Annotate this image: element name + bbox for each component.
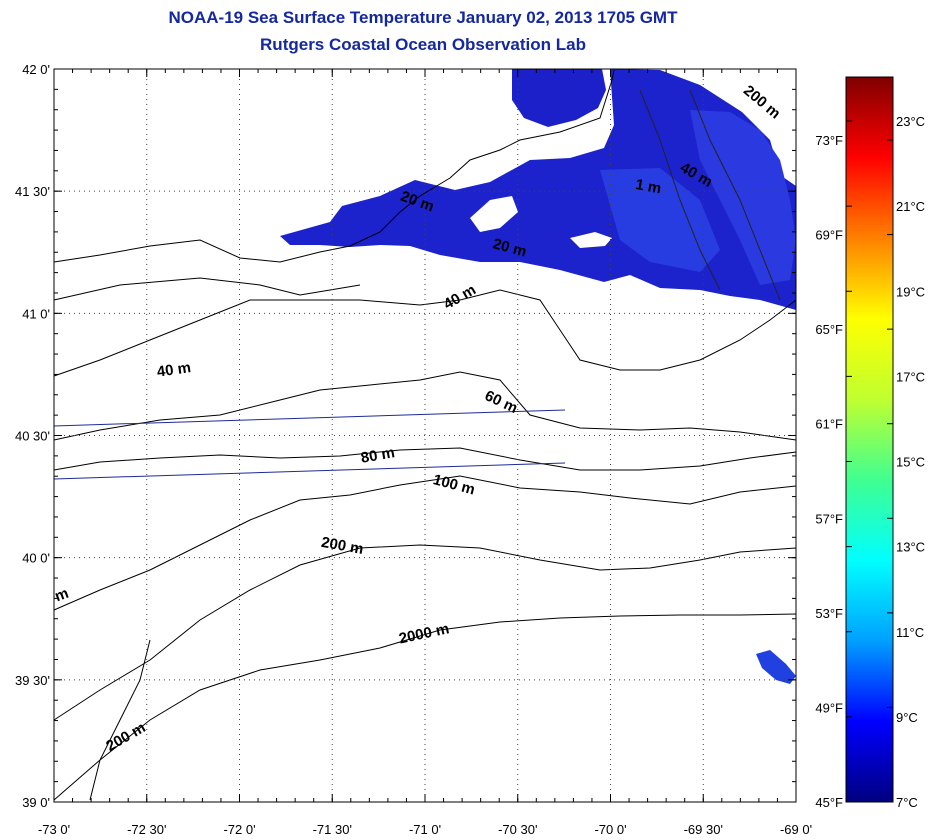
colorbar-celsius-label: 15°C xyxy=(896,455,925,470)
contour-label: 200 m xyxy=(103,719,148,755)
contour-label: 80 m xyxy=(360,444,397,467)
track-line-2 xyxy=(53,462,566,480)
lat-tick-label: 39 0' xyxy=(22,795,50,810)
lat-tick-label: 40 30' xyxy=(15,429,50,444)
colorbar-celsius-label: 17°C xyxy=(896,369,925,384)
contour-label: 1 m xyxy=(634,176,662,197)
lat-tick-label: 41 30' xyxy=(15,184,50,199)
contour-100m xyxy=(53,475,797,611)
colorbar xyxy=(845,76,894,803)
lon-tick-label: -73 0' xyxy=(38,822,70,837)
contour-label: 2000 m xyxy=(397,620,450,647)
coastline xyxy=(53,69,615,263)
colorbar-celsius-label: 19°C xyxy=(896,284,925,299)
island-marthas-vineyard xyxy=(470,196,518,232)
colorbar-celsius-label: 9°C xyxy=(896,710,918,725)
contour-2000m xyxy=(53,613,797,801)
colorbar-celsius-label: 21°C xyxy=(896,199,925,214)
colorbar-celsius-label: 13°C xyxy=(896,540,925,555)
sst-patch-small xyxy=(756,650,796,684)
lon-tick-label: -72 0' xyxy=(223,822,255,837)
colorbar-fahrenheit-label: 65°F xyxy=(815,322,843,337)
colorbar-celsius-label: 23°C xyxy=(896,114,925,129)
bathymetry-contours xyxy=(53,69,797,801)
satellite-tracks xyxy=(53,409,566,480)
sst-patch-massbay xyxy=(512,69,606,127)
colorbar-fahrenheit-label: 57°F xyxy=(815,511,843,526)
colorbar-fahrenheit-label: 53°F xyxy=(815,606,843,621)
lon-tick-label: -69 0' xyxy=(780,822,812,837)
colorbar-fahrenheit-label: 73°F xyxy=(815,133,843,148)
contour-label: 200 m xyxy=(740,82,784,122)
contour-60m xyxy=(53,371,797,441)
colorbar-fahrenheit-label: 61°F xyxy=(815,417,843,432)
map-frame xyxy=(53,68,797,803)
lat-tick-label: 42 0' xyxy=(22,62,50,77)
lon-tick-label: -70 0' xyxy=(594,822,626,837)
contour-label: 40 m xyxy=(441,281,479,313)
lat-tick-label: 40 0' xyxy=(22,551,50,566)
contour-200m-south xyxy=(89,639,151,801)
colorbar-celsius-label: 7°C xyxy=(896,795,918,810)
lon-tick-label: -72 30' xyxy=(127,822,166,837)
colorbar-labels: 23°C 21°C 19°C 17°C 15°C 13°C 11°C 9°C 7°C 73°F 69… xyxy=(815,114,925,810)
colorbar-fahrenheit-label: 45°F xyxy=(815,795,843,810)
colorbar-fahrenheit-label: 69°F xyxy=(815,228,843,243)
lon-tick-label: -70 30' xyxy=(498,822,537,837)
contour-label: 200 m xyxy=(320,534,365,558)
map-title: NOAA-19 Sea Surface Temperature January … xyxy=(168,8,678,27)
contour-label: m xyxy=(53,585,71,606)
contour-label: 100 m xyxy=(431,471,476,498)
track-line-1 xyxy=(53,409,566,427)
contour-80m xyxy=(53,447,797,471)
lon-tick-label: -71 0' xyxy=(409,822,441,837)
sst-overlay xyxy=(280,69,796,684)
sst-patch-lighter xyxy=(600,168,720,272)
contour-200m xyxy=(53,544,797,721)
map-subtitle: Rutgers Coastal Ocean Observation Lab xyxy=(260,35,586,54)
graticule xyxy=(54,69,796,802)
lon-tick-label: -69 30' xyxy=(684,822,723,837)
lat-tick-label: 39 30' xyxy=(15,673,50,688)
island-nantucket xyxy=(570,232,612,248)
lon-tick-label: -71 30' xyxy=(313,822,352,837)
contour-label: 40 m xyxy=(156,359,192,381)
lat-tick-label: 41 0' xyxy=(22,306,50,321)
colorbar-celsius-label: 11°C xyxy=(896,625,924,640)
contour-gom xyxy=(639,89,781,301)
colorbar-fahrenheit-label: 49°F xyxy=(815,700,843,715)
contour-li-shelf xyxy=(53,277,361,301)
contour-40m-a xyxy=(53,289,797,377)
